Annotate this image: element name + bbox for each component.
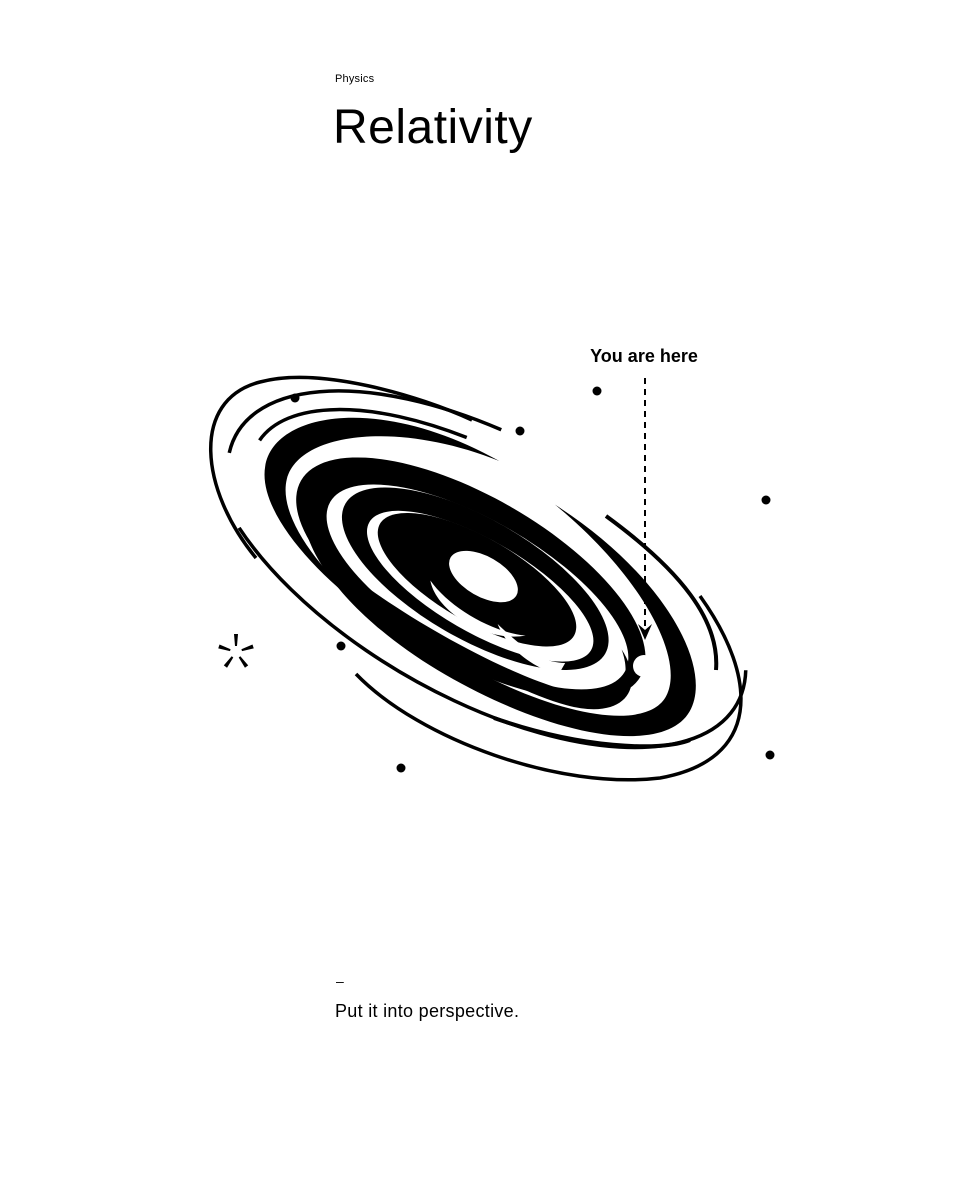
star-dot-icon — [290, 386, 775, 773]
footer-dash: – — [336, 973, 344, 989]
asterisk-icon — [218, 634, 254, 668]
you-are-here-label: You are here — [590, 346, 698, 366]
category-label: Physics — [335, 73, 375, 85]
location-marker-icon — [633, 378, 655, 677]
page-title: Relativity — [333, 101, 533, 154]
tagline: Put it into perspective. — [335, 1001, 520, 1021]
galaxy-icon — [209, 375, 748, 782]
